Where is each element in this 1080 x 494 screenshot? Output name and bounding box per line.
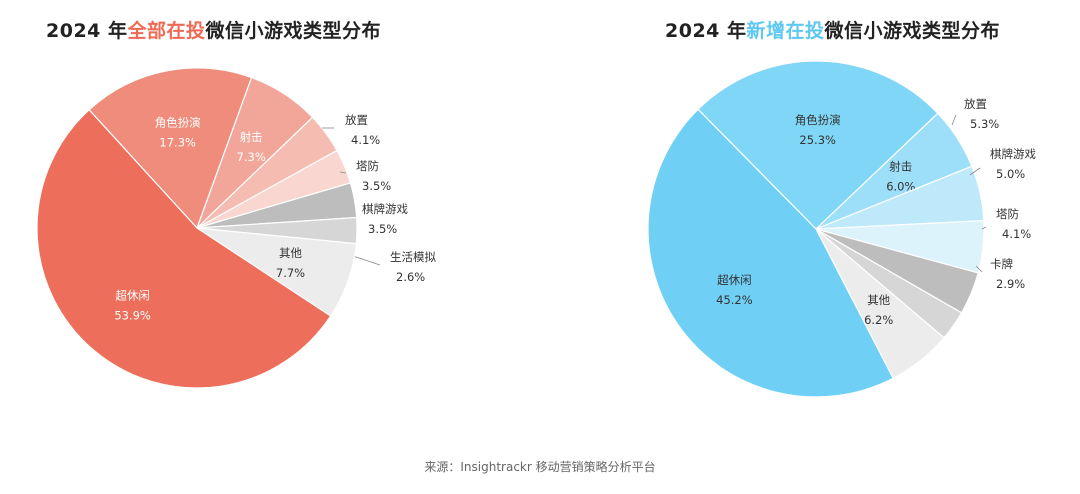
pie2-label-2: 射击 <box>889 160 912 174</box>
pie1-value-4: 3.5% <box>362 179 391 193</box>
title-left-highlight: 全部在投 <box>127 20 206 42</box>
source-note: 来源：Insightrackr 移动营销策略分析平台 <box>424 460 656 474</box>
chart-title-left: 2024 年全部在投微信小游戏类型分布 <box>46 16 381 43</box>
pie2-value-7: 6.2% <box>864 313 893 327</box>
pie2-leader-5 <box>981 226 987 230</box>
pie1-value-3: 4.1% <box>351 133 380 147</box>
pie2-value-3: 5.3% <box>970 117 999 131</box>
title-left-prefix: 2024 年 <box>46 20 128 42</box>
pie1-value-5: 3.5% <box>368 222 397 236</box>
pie1-value-6: 2.6% <box>396 270 425 284</box>
pie1-value-1: 17.3% <box>159 136 196 150</box>
pie2-label-7: 其他 <box>867 293 890 307</box>
pie2-value-1: 25.3% <box>799 133 836 147</box>
title-left-suffix: 微信小游戏类型分布 <box>205 20 382 42</box>
pie2-value-5: 4.1% <box>1002 227 1031 241</box>
pie2-value-6: 2.9% <box>996 277 1025 291</box>
pie2-value-8: 45.2% <box>716 293 753 307</box>
pie2-value-4: 5.0% <box>996 167 1025 181</box>
pie1-value-8: 53.9% <box>114 309 151 323</box>
pie1-label-4: 塔防 <box>356 159 379 173</box>
pie2-slice-1 <box>697 60 939 230</box>
pie2-leader-4 <box>969 167 981 176</box>
pie1-label-3: 放置 <box>345 113 368 127</box>
title-right-prefix: 2024 年 <box>665 20 747 42</box>
pie1-label-5: 棋牌游戏 <box>362 202 408 216</box>
pie2-leader-3 <box>951 114 957 126</box>
pie2-label-4: 棋牌游戏 <box>990 147 1036 161</box>
title-right-suffix: 微信小游戏类型分布 <box>824 20 1001 42</box>
pie2-label-3: 放置 <box>964 97 987 111</box>
pie2-slice-8 <box>647 108 894 398</box>
title-right-highlight: 新增在投 <box>746 20 825 42</box>
chart-title-right: 2024 年新增在投微信小游戏类型分布 <box>665 16 1000 43</box>
pie1-value-7: 7.7% <box>276 266 305 280</box>
pie2-label-6: 卡牌 <box>990 257 1013 271</box>
pie2-leader-6 <box>975 265 983 273</box>
pie1-label-8: 超休闲 <box>115 289 150 303</box>
pie2-label-8: 超休闲 <box>717 273 752 287</box>
pie1-label-6: 生活模拟 <box>390 250 436 264</box>
pie2-value-2: 6.0% <box>886 180 915 194</box>
pie1-label-1: 角色扮演 <box>155 116 201 130</box>
pie1-slice-8 <box>36 109 332 389</box>
pie2-label-1: 角色扮演 <box>795 113 841 127</box>
pie1-leader-4 <box>339 171 347 174</box>
pie2-label-5: 塔防 <box>996 207 1019 221</box>
pie1-value-2: 7.3% <box>237 150 266 164</box>
pie1-label-2: 射击 <box>240 130 263 144</box>
pie1-label-7: 其他 <box>279 246 302 260</box>
